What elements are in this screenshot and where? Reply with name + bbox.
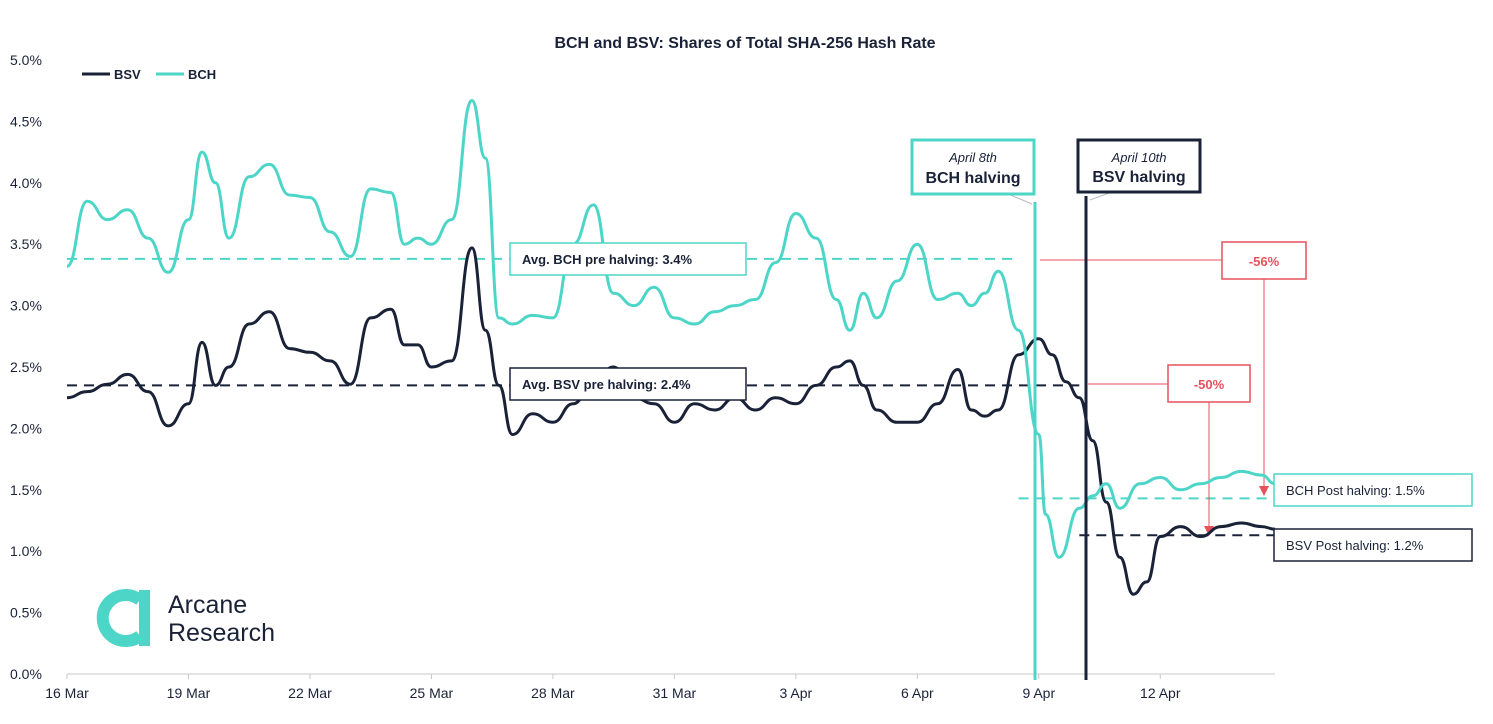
change-connectors [1040, 259, 1265, 528]
bch-halving-callout: April 8th BCH halving [910, 138, 1036, 196]
bsv-pre-average-callout: Avg. BSV pre halving: 2.4% [509, 367, 747, 401]
bsv-halving-date: April 10th [1111, 150, 1167, 165]
bch-post-average-label: BCH Post halving: 1.5% [1286, 483, 1425, 498]
logo-bar-icon [139, 590, 150, 646]
y-tick-label: 0.0% [10, 666, 42, 682]
bch-pre-average-callout: Avg. BCH pre halving: 3.4% [509, 242, 747, 276]
bch-halving-date: April 8th [948, 150, 997, 165]
bch-post-average-box [1273, 473, 1473, 507]
y-tick-label: 1.0% [10, 543, 42, 559]
y-axis-ticks: 0.0% 0.5% 1.0% 1.5% 2.0% 2.5% 3.0% 3.5% 4.0% 4.5%… [10, 52, 42, 682]
legend-bsv-label: BSV [114, 67, 141, 82]
bsv-change-label: -50% [1194, 377, 1225, 392]
bsv-pre-average-label: Avg. BSV pre halving: 2.4% [522, 377, 691, 392]
x-tick-label: 25 Mar [410, 685, 454, 701]
bsv-post-average-box [1273, 528, 1473, 562]
logo-line2: Research [168, 619, 275, 647]
bsv-pre-average-box [509, 367, 747, 401]
bch-halving-pointer [1007, 193, 1033, 205]
x-axis-ticks: 16 Mar 19 Mar 22 Mar 25 Mar 28 Mar 31 Mar 3 Ap… [45, 674, 1181, 701]
chart-title: BCH and BSV: Shares of Total SHA-256 Has… [554, 35, 935, 52]
bsv-change-arrowhead [1204, 526, 1214, 536]
y-tick-label: 3.0% [10, 298, 42, 314]
bch-pre-average-box [509, 242, 747, 276]
bch-pre-average-label: Avg. BCH pre halving: 3.4% [522, 252, 692, 267]
x-tick-label: 6 Apr [901, 685, 934, 701]
y-tick-label: 1.5% [10, 482, 42, 498]
x-tick-label: 28 Mar [531, 685, 575, 701]
x-tick-label: 22 Mar [288, 685, 332, 701]
bsv-halving-callout: April 10th BSV halving [1076, 138, 1202, 194]
bch-change-label: -56% [1249, 254, 1280, 269]
y-tick-label: 3.5% [10, 236, 42, 252]
y-tick-label: 4.5% [10, 113, 42, 129]
bsv-series-line [66, 246, 1276, 596]
bch-change-box [1221, 241, 1307, 280]
y-tick-label: 2.0% [10, 420, 42, 436]
x-tick-label: 19 Mar [167, 685, 211, 701]
legend: BSV BCH [82, 67, 216, 82]
arcane-research-logo: Arcane Research [96, 589, 275, 647]
bsv-halving-box [1076, 138, 1202, 194]
y-tick-label: 4.0% [10, 175, 42, 191]
bch-post-average-callout: BCH Post halving: 1.5% [1273, 473, 1473, 507]
bch-change-arrowhead [1259, 486, 1269, 496]
x-tick-label: 9 Apr [1022, 685, 1055, 701]
bsv-change-callout: -50% [1167, 364, 1251, 403]
bsv-change-box [1167, 364, 1251, 403]
bsv-halving-label: BSV halving [1092, 169, 1185, 186]
legend-bch-label: BCH [188, 67, 216, 82]
x-tick-label: 16 Mar [45, 685, 89, 701]
bch-halving-box [910, 138, 1036, 196]
x-tick-label: 12 Apr [1140, 685, 1181, 701]
bsv-post-average-label: BSV Post halving: 1.2% [1286, 538, 1424, 553]
bch-series-line [66, 99, 1276, 559]
bsv-post-average-callout: BSV Post halving: 1.2% [1273, 528, 1473, 562]
bch-change-callout: -56% [1221, 241, 1307, 280]
y-tick-label: 0.5% [10, 605, 42, 621]
x-tick-label: 31 Mar [653, 685, 697, 701]
bch-halving-label: BCH halving [925, 170, 1020, 187]
logo-line1: Arcane [168, 591, 247, 619]
x-tick-label: 3 Apr [779, 685, 812, 701]
y-tick-label: 2.5% [10, 359, 42, 375]
logo-arc-icon [96, 589, 144, 647]
y-tick-label: 5.0% [10, 52, 42, 68]
